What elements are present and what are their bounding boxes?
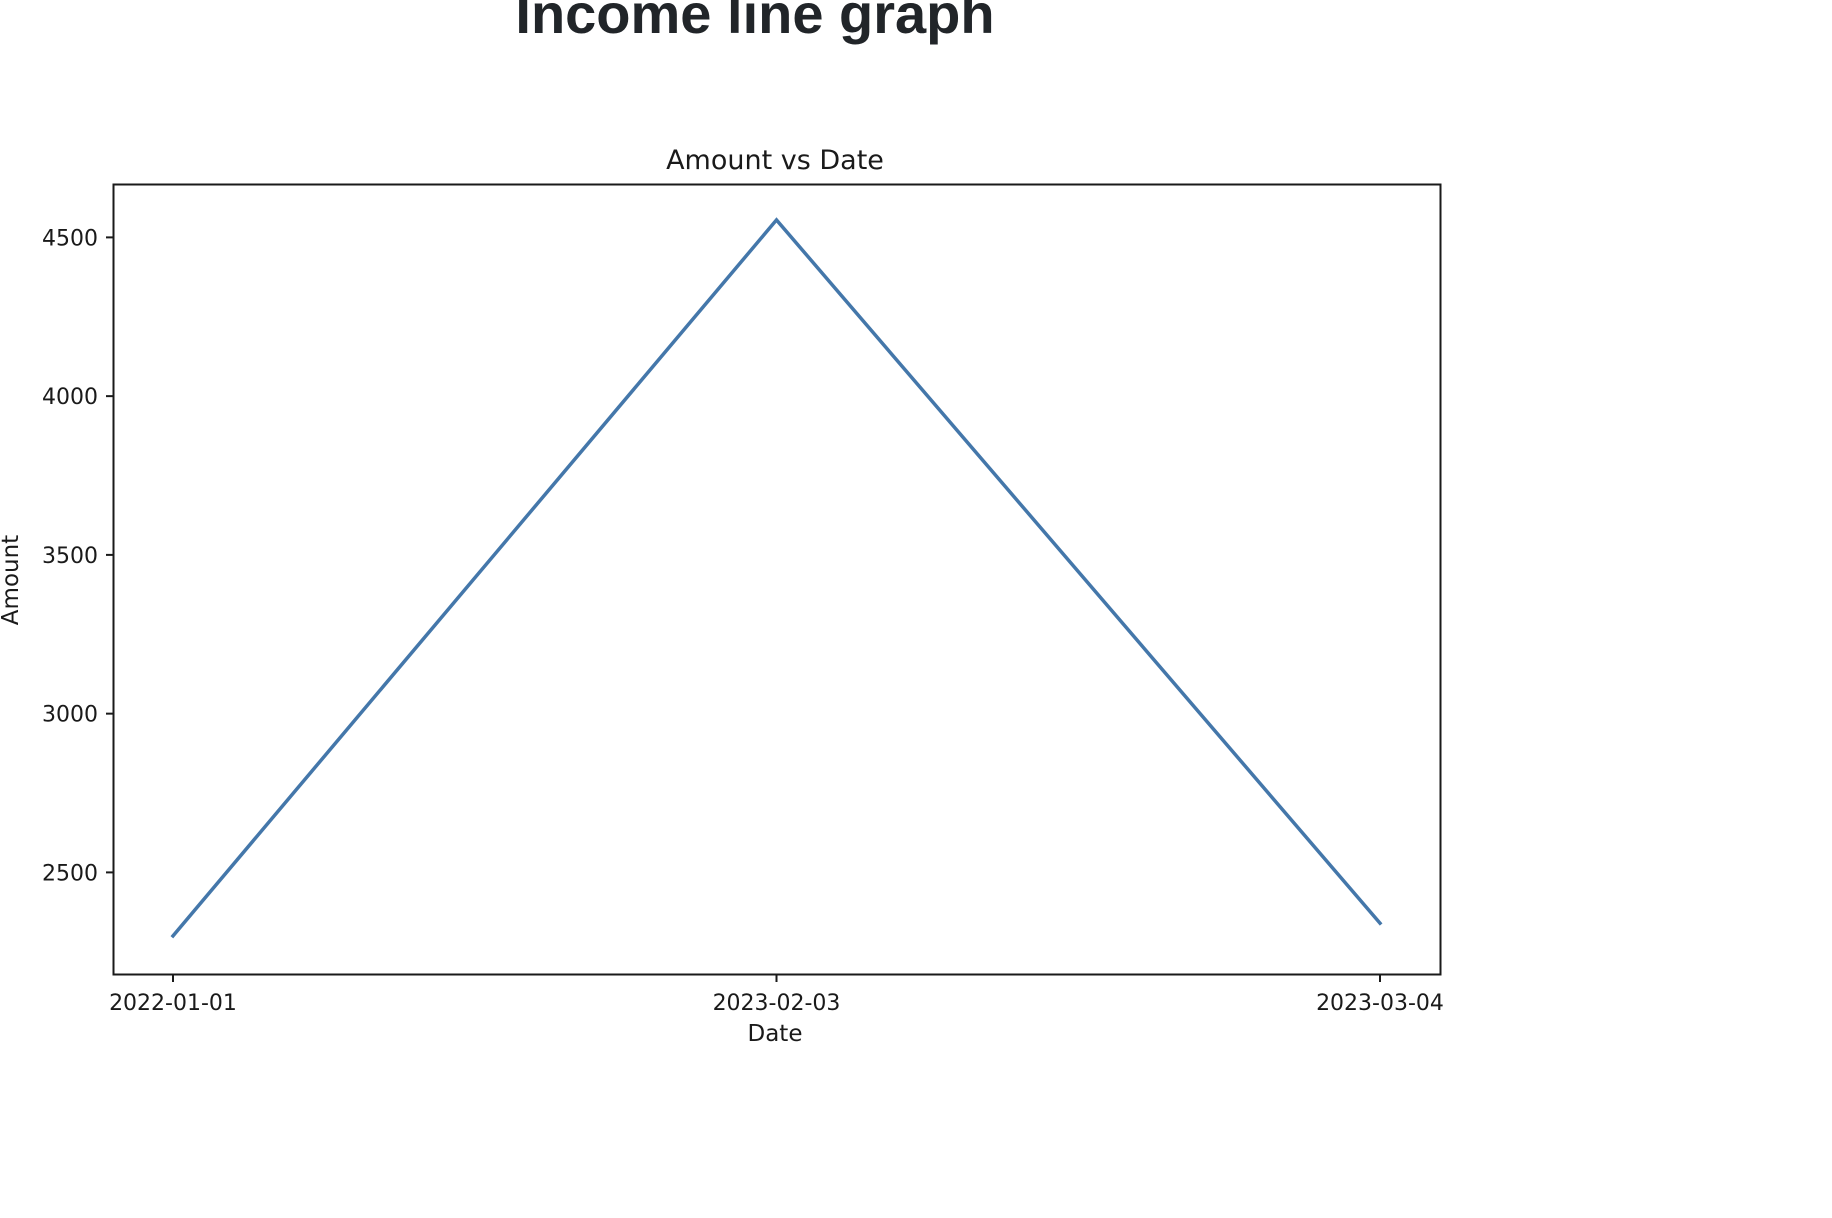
y-tick-label: 2500 [42,861,98,886]
x-tick-label: 2022-01-01 [109,991,237,1016]
x-axis-label: Date [748,1021,803,1047]
page-title: Income line graph [515,0,995,45]
series-line [170,217,1383,939]
y-tick-label: 4500 [42,226,98,251]
x-axis: 2022-01-01 2023-02-03 2023-03-04 [109,974,1444,1016]
series-group [170,217,1383,939]
y-tick-label: 3500 [42,544,98,569]
y-axis: 2500 3000 3500 4000 4500 [42,226,114,886]
x-tick-label: 2023-03-04 [1316,991,1444,1016]
y-tick-label: 4000 [42,385,98,410]
y-axis-label: Amount [0,535,24,625]
chart-title: Amount vs Date [666,145,884,176]
plot-area-frame [112,183,1442,976]
y-tick-label: 3000 [42,703,98,728]
x-tick-label: 2023-02-03 [713,991,841,1016]
